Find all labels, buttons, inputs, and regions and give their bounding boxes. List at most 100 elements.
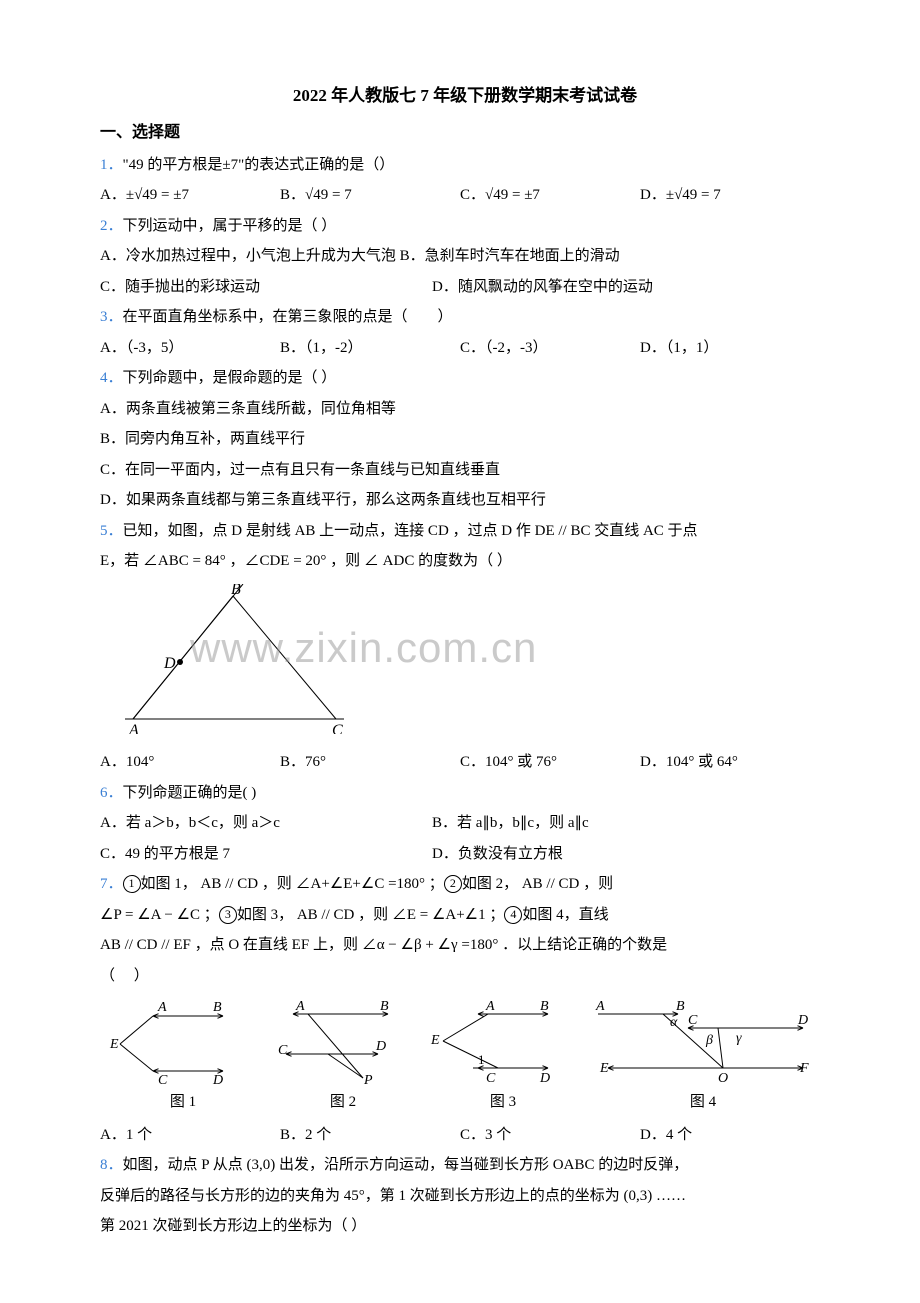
q3-opt-d: D．（1，1） [640, 334, 820, 363]
svg-text:C: C [278, 1043, 288, 1058]
q7-number: 7． [100, 876, 123, 892]
q5-text-1: 已知，如图，点 D 是射线 AB 上一动点，连接 CD ，过点 D 作 DE /… [123, 523, 698, 539]
q2-row-ab: A．冷水加热过程中，小气泡上升成为大气泡 B．急刹车时汽车在地面上的滑动 [100, 242, 830, 271]
svg-text:C: C [688, 1013, 698, 1028]
q1-options: A．±√49 = ±7 B．√49 = 7 C．√49 = ±7 D．±√49 … [100, 181, 830, 210]
exam-title: 2022 年人教版七 7 年级下册数学期末考试试卷 [100, 80, 830, 112]
q6-row-ab: A．若 a＞b，b＜c，则 a＞cB．若 a∥b，b∥c，则 a∥c [100, 809, 830, 838]
svg-text:C: C [158, 1073, 168, 1086]
q1-text: "49 的平方根是±7"的表达式正确的是（） [123, 157, 395, 173]
q7-diagrams: ABECD ABCDP ABECD1 ABCDEFαβγO [108, 996, 830, 1086]
q3-text: 在平面直角坐标系中，在第三象限的点是（ ） [123, 309, 453, 325]
q7-diagram-2: ABCDP [268, 996, 418, 1086]
q7-line3: AB // CD // EF ，点 O 在直线 EF 上，则 ∠α − ∠β +… [100, 931, 830, 960]
q2-text: 下列运动中，属于平移的是（ ） [123, 218, 337, 234]
q5-number: 5． [100, 523, 123, 539]
q3-opt-b: B．（1，-2） [280, 334, 460, 363]
svg-text:A: A [595, 999, 605, 1014]
svg-text:B: B [231, 584, 241, 598]
svg-text:A: A [295, 999, 305, 1014]
q4-number: 4． [100, 370, 123, 386]
q6-text: 下列命题正确的是( ) [123, 785, 257, 801]
q8-line1: 8．如图，动点 P 从点 (3,0) 出发，沿所示方向运动，每当碰到长方形 OA… [100, 1151, 830, 1180]
circled-3-icon: 3 [219, 906, 237, 924]
q5-line2: E，若 ∠ABC = 84° ，∠CDE = 20° ，则 ∠ ADC 的度数为… [100, 547, 830, 576]
q7-options: A．1 个 B．2 个 C．3 个 D．4 个 [100, 1121, 830, 1150]
q7-captions: 图 1 图 2 图 3 图 4 [108, 1088, 830, 1117]
q5-opt-d: D．104° 或 64° [640, 748, 820, 777]
q1-number: 1． [100, 157, 123, 173]
q6-row-cd: C．49 的平方根是 7D．负数没有立方根 [100, 840, 830, 869]
q1-opt-a: A．±√49 = ±7 [100, 181, 280, 210]
q7-cap-4: 图 4 [588, 1088, 818, 1117]
svg-text:A: A [128, 722, 139, 734]
q3-options: A．（-3，5） B．（1，-2） C．（-2，-3） D．（1，1） [100, 334, 830, 363]
svg-text:α: α [670, 1015, 678, 1030]
q7-opt-b: B．2 个 [280, 1121, 460, 1150]
q2-row-cd: C．随手抛出的彩球运动D．随风飘动的风筝在空中的运动 [100, 273, 830, 302]
q5-diagram: ABCD [118, 584, 830, 745]
svg-text:A: A [485, 999, 495, 1014]
q1-opt-c: C．√49 = ±7 [460, 181, 640, 210]
q4-opt-d: D．如果两条直线都与第三条直线平行，那么这两条直线也互相平行 [100, 486, 830, 515]
q3-opt-c: C．（-2，-3） [460, 334, 640, 363]
q4-opt-a: A．两条直线被第三条直线所截，同位角相等 [100, 395, 830, 424]
q6-opt-a: A．若 a＞b，b＜c，则 a＞c [100, 809, 432, 838]
q1-opt-d: D．±√49 = 7 [640, 181, 820, 210]
q7-opt-c: C．3 个 [460, 1121, 640, 1150]
q7-cap-3: 图 3 [428, 1088, 578, 1117]
q8-number: 8． [100, 1157, 123, 1173]
q1-stem: 1．"49 的平方根是±7"的表达式正确的是（） [100, 151, 830, 180]
q6-stem: 6．下列命题正确的是( ) [100, 779, 830, 808]
svg-text:γ: γ [736, 1031, 742, 1046]
q7-cap-2: 图 2 [268, 1088, 418, 1117]
q7-text-1a: 如图 1， AB // CD ，则 ∠A+∠E+∠C =180° ； [141, 876, 444, 892]
svg-text:E: E [430, 1033, 440, 1048]
q5-options: A．104° B．76° C．104° 或 76° D．104° 或 64° [100, 748, 830, 777]
svg-text:D: D [163, 655, 176, 672]
svg-text:β: β [705, 1033, 713, 1048]
q7-text-2c: 如图 4，直线 [522, 907, 608, 923]
svg-text:B: B [540, 999, 549, 1014]
svg-text:F: F [799, 1061, 809, 1076]
q2-opt-a: A．冷水加热过程中，小气泡上升成为大气泡 [100, 248, 396, 264]
q6-opt-d: D．负数没有立方根 [432, 846, 563, 862]
q4-opt-c: C．在同一平面内，过一点有且只有一条直线与已知直线垂直 [100, 456, 830, 485]
q7-opt-a: A．1 个 [100, 1121, 280, 1150]
q6-opt-c: C．49 的平方根是 7 [100, 840, 432, 869]
q5-diagram-svg: ABCD [118, 584, 368, 734]
svg-text:O: O [718, 1071, 728, 1086]
q7-line2: ∠P = ∠A − ∠C ；3如图 3， AB // CD ，则 ∠E = ∠A… [100, 901, 830, 930]
q4-text: 下列命题中，是假命题的是（ ） [123, 370, 337, 386]
q7-diagram-4: A BC D E Fα β γ O [588, 996, 818, 1086]
q8-line3: 第 2021 次碰到长方形边上的坐标为（ ） [100, 1212, 830, 1241]
q5-opt-a: A．104° [100, 748, 280, 777]
svg-text:B: B [380, 999, 389, 1014]
svg-text:D: D [212, 1073, 223, 1086]
svg-text:E: E [599, 1061, 609, 1076]
section-heading-1: 一、选择题 [100, 118, 830, 148]
svg-text:D: D [797, 1013, 808, 1028]
q7-text-2a: ∠P = ∠A − ∠C ； [100, 907, 219, 923]
svg-text:D: D [539, 1071, 550, 1086]
svg-text:C: C [486, 1071, 496, 1086]
q7-line1: 7．1如图 1， AB // CD ，则 ∠A+∠E+∠C =180° ；2如图… [100, 870, 830, 899]
q3-stem: 3．在平面直角坐标系中，在第三象限的点是（ ） [100, 303, 830, 332]
q4-stem: 4．下列命题中，是假命题的是（ ） [100, 364, 830, 393]
q7-cap-1: 图 1 [108, 1088, 258, 1117]
svg-text:D: D [375, 1039, 386, 1054]
svg-text:1: 1 [478, 1052, 485, 1067]
q7-opt-d: D．4 个 [640, 1121, 820, 1150]
q2-opt-d: D．随风飘动的风筝在空中的运动 [432, 279, 653, 295]
circled-1-icon: 1 [123, 875, 141, 893]
q7-text-2b: 如图 3， AB // CD ，则 ∠E = ∠A+∠1 ； [237, 907, 505, 923]
q1-opt-b: B．√49 = 7 [280, 181, 460, 210]
svg-text:B: B [213, 1000, 222, 1015]
q5-opt-b: B．76° [280, 748, 460, 777]
q5-opt-c: C．104° 或 76° [460, 748, 640, 777]
svg-text:E: E [109, 1037, 119, 1052]
q4-opt-b: B．同旁内角互补，两直线平行 [100, 425, 830, 454]
q6-number: 6． [100, 785, 123, 801]
svg-text:B: B [676, 999, 685, 1014]
q7-diagram-3: A B E C D 1 [428, 996, 578, 1086]
